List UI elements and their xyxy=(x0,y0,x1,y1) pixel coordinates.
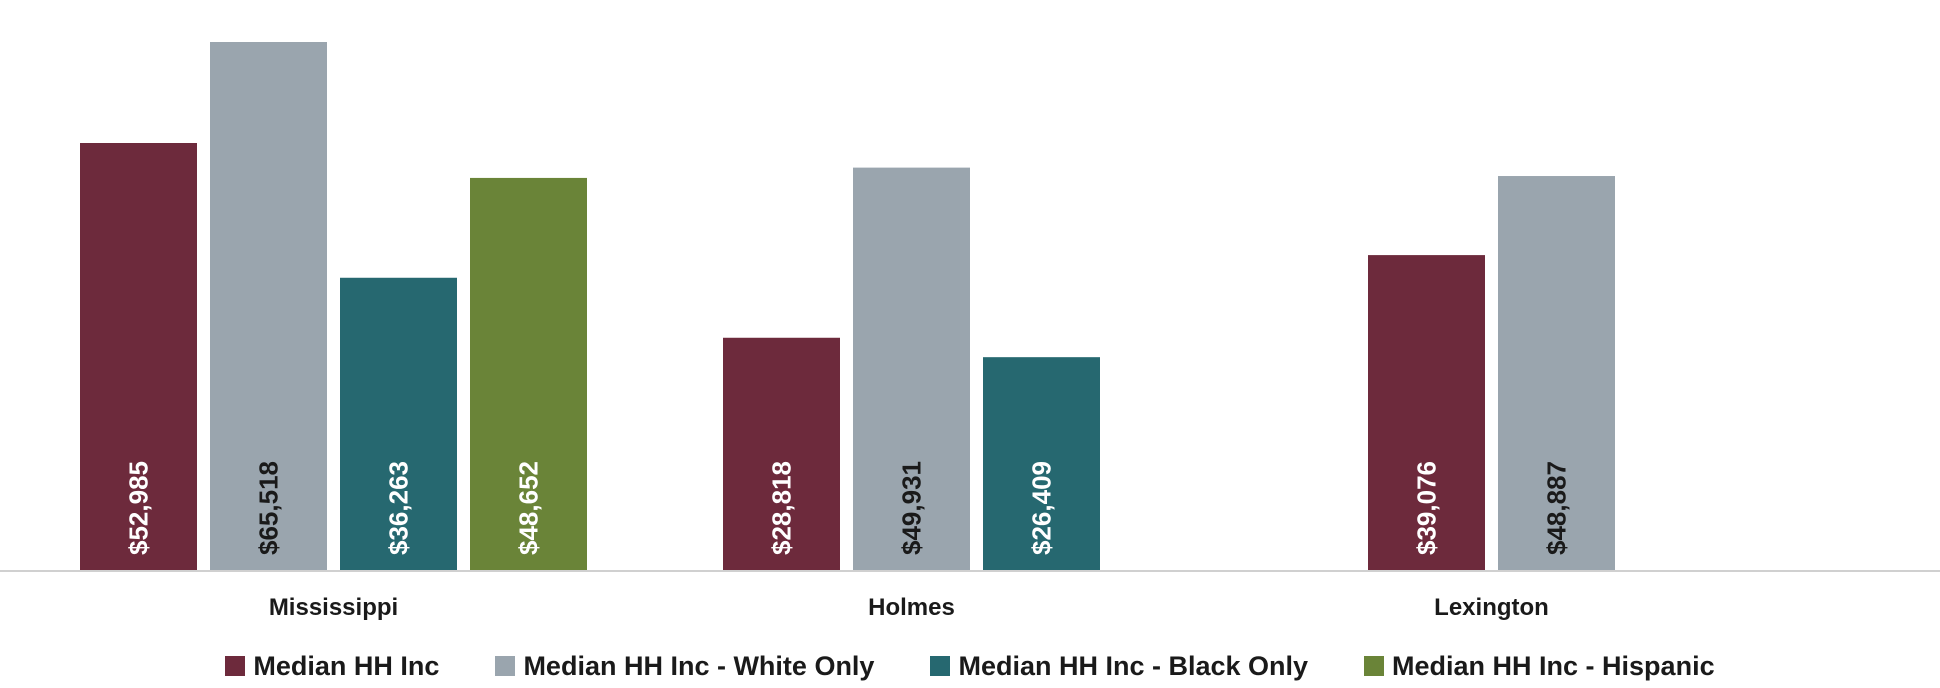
legend-swatch xyxy=(1364,656,1385,676)
legend: Median HH Inc Median HH Inc - White Only… xyxy=(0,648,1940,684)
bar-mississippi-3 xyxy=(470,177,587,570)
bar-holmes-0 xyxy=(723,337,840,570)
legend-label: Median HH Inc - Hispanic xyxy=(1392,650,1715,681)
legend-swatch xyxy=(930,656,951,676)
legend-item-white-only: Median HH Inc - White Only xyxy=(495,651,874,682)
category-label: Holmes xyxy=(868,594,955,621)
bar-lexington-1 xyxy=(1498,176,1615,570)
value-label: $49,931 xyxy=(897,461,927,555)
value-label: $52,985 xyxy=(124,461,154,555)
value-label: $36,263 xyxy=(384,461,414,555)
legend-label: Median HH Inc xyxy=(253,650,440,681)
value-label: $65,518 xyxy=(254,461,284,555)
legend-label: Median HH Inc - White Only xyxy=(523,650,875,681)
bar-lexington-0 xyxy=(1368,255,1485,570)
legend-swatch xyxy=(495,656,516,676)
category-label: Lexington xyxy=(1434,594,1549,621)
legend-item-black-only: Median HH Inc - Black Only xyxy=(930,651,1308,682)
bar-holmes-1 xyxy=(853,167,970,571)
value-label: $39,076 xyxy=(1412,461,1442,555)
value-label: $26,409 xyxy=(1027,461,1057,555)
value-label: $48,887 xyxy=(1542,461,1572,555)
bar-mississippi-0 xyxy=(80,143,197,570)
legend-swatch xyxy=(225,656,246,676)
bar-holmes-2 xyxy=(983,357,1100,570)
legend-label: Median HH Inc - Black Only xyxy=(958,650,1309,681)
legend-item-median-hh-inc: Median HH Inc xyxy=(225,651,439,682)
bar-mississippi-2 xyxy=(340,277,457,570)
value-label: $48,652 xyxy=(514,461,544,555)
legend-item-hispanic: Median HH Inc - Hispanic xyxy=(1364,651,1715,682)
category-labels-group: Mississippi Holmes Lexington xyxy=(269,594,1549,621)
bar-mississippi-1 xyxy=(210,42,327,570)
value-label: $28,818 xyxy=(767,461,797,555)
bars-group xyxy=(80,42,1615,571)
category-label: Mississippi xyxy=(269,594,398,621)
value-labels-group: $52,985 $65,518 $36,263 $48,652 $28,818 $49,9… xyxy=(124,461,1572,555)
bar-chart: $52,985 $65,518 $36,263 $48,652 $28,818 $49,9… xyxy=(0,42,1940,621)
